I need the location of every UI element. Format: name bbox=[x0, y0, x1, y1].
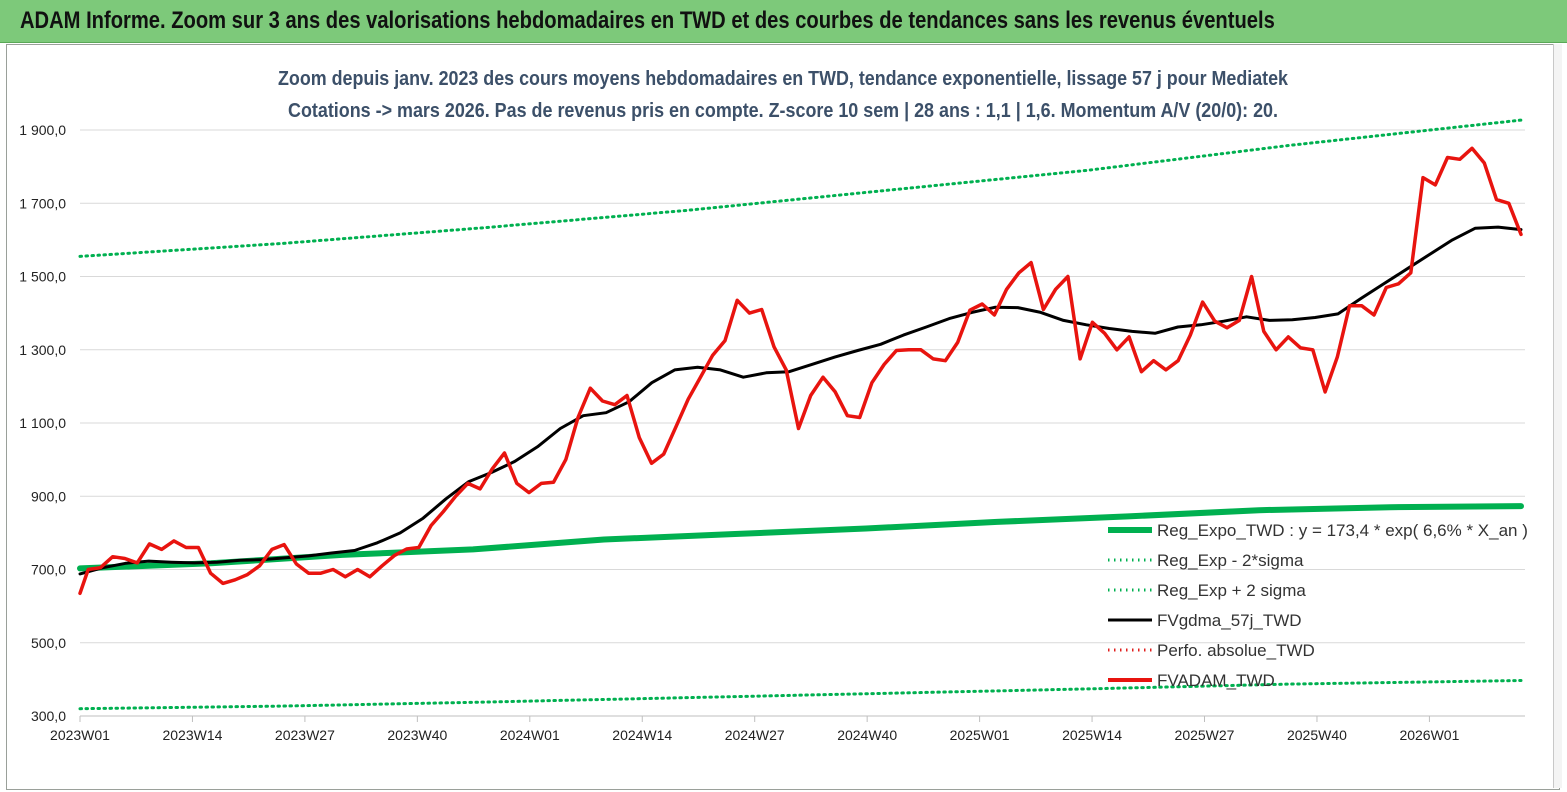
chart-title-line-1: Zoom depuis janv. 2023 des cours moyens … bbox=[278, 68, 1289, 90]
series-line-2 bbox=[78, 118, 1523, 258]
x-tick-label: 2026W01 bbox=[1399, 727, 1459, 743]
chart-frame bbox=[6, 44, 1560, 790]
x-tick-label: 2025W40 bbox=[1287, 727, 1347, 743]
x-tick-label: 2023W01 bbox=[50, 727, 110, 743]
series-group bbox=[77, 118, 1524, 711]
legend-label: Reg_Exp - 2*sigma bbox=[1157, 551, 1304, 570]
y-tick-label: 1 100,0 bbox=[19, 415, 66, 431]
report-title: ADAM Informe. Zoom sur 3 ans des valoris… bbox=[20, 7, 1275, 34]
series-line-3 bbox=[78, 225, 1523, 576]
series-line-1 bbox=[78, 679, 1523, 711]
y-tick-label: 500,0 bbox=[31, 635, 66, 651]
y-tick-label: 1 700,0 bbox=[19, 195, 66, 211]
y-tick-label: 300,0 bbox=[31, 708, 66, 724]
y-tick-label: 1 300,0 bbox=[19, 342, 66, 358]
legend-label: FVgdma_57j_TWD bbox=[1157, 611, 1302, 630]
legend: Reg_Expo_TWD : y = 173,4 * exp( 6,6% * X… bbox=[1108, 521, 1528, 690]
series-line-0 bbox=[77, 503, 1524, 572]
report-header: ADAM Informe. Zoom sur 3 ans des valoris… bbox=[0, 0, 1567, 43]
x-tick-label: 2024W27 bbox=[725, 727, 785, 743]
y-tick-label: 700,0 bbox=[31, 562, 66, 578]
x-tick-label: 2024W01 bbox=[500, 727, 560, 743]
y-tick-label: 1 900,0 bbox=[19, 122, 66, 138]
grid-lines bbox=[80, 129, 1525, 717]
chart-title-line-2: Cotations -> mars 2026. Pas de revenus p… bbox=[288, 100, 1278, 122]
frame-scroll-edge bbox=[1553, 44, 1562, 788]
y-tick-label: 1 500,0 bbox=[19, 269, 66, 285]
x-tick-label: 2025W27 bbox=[1175, 727, 1235, 743]
x-tick-label: 2024W40 bbox=[837, 727, 897, 743]
x-tick-label: 2025W01 bbox=[950, 727, 1010, 743]
x-tick-label: 2025W14 bbox=[1062, 727, 1122, 743]
y-tick-label: 900,0 bbox=[31, 488, 66, 504]
x-tick-label: 2023W40 bbox=[387, 727, 447, 743]
series-line-5 bbox=[78, 146, 1523, 596]
legend-label: Reg_Expo_TWD : y = 173,4 * exp( 6,6% * X… bbox=[1157, 521, 1528, 540]
legend-label: Perfo. absolue_TWD bbox=[1157, 641, 1315, 660]
x-tick-label: 2023W14 bbox=[162, 727, 222, 743]
x-tick-label: 2023W27 bbox=[275, 727, 335, 743]
legend-label: FVADAM_TWD bbox=[1157, 671, 1275, 690]
axes: 300,0 500,0 700,0 900,0 1 100,0 1 300,0 1 500,… bbox=[19, 122, 1525, 743]
x-tick-label: 2024W14 bbox=[612, 727, 672, 743]
legend-label: Reg_Exp + 2 sigma bbox=[1157, 581, 1306, 600]
